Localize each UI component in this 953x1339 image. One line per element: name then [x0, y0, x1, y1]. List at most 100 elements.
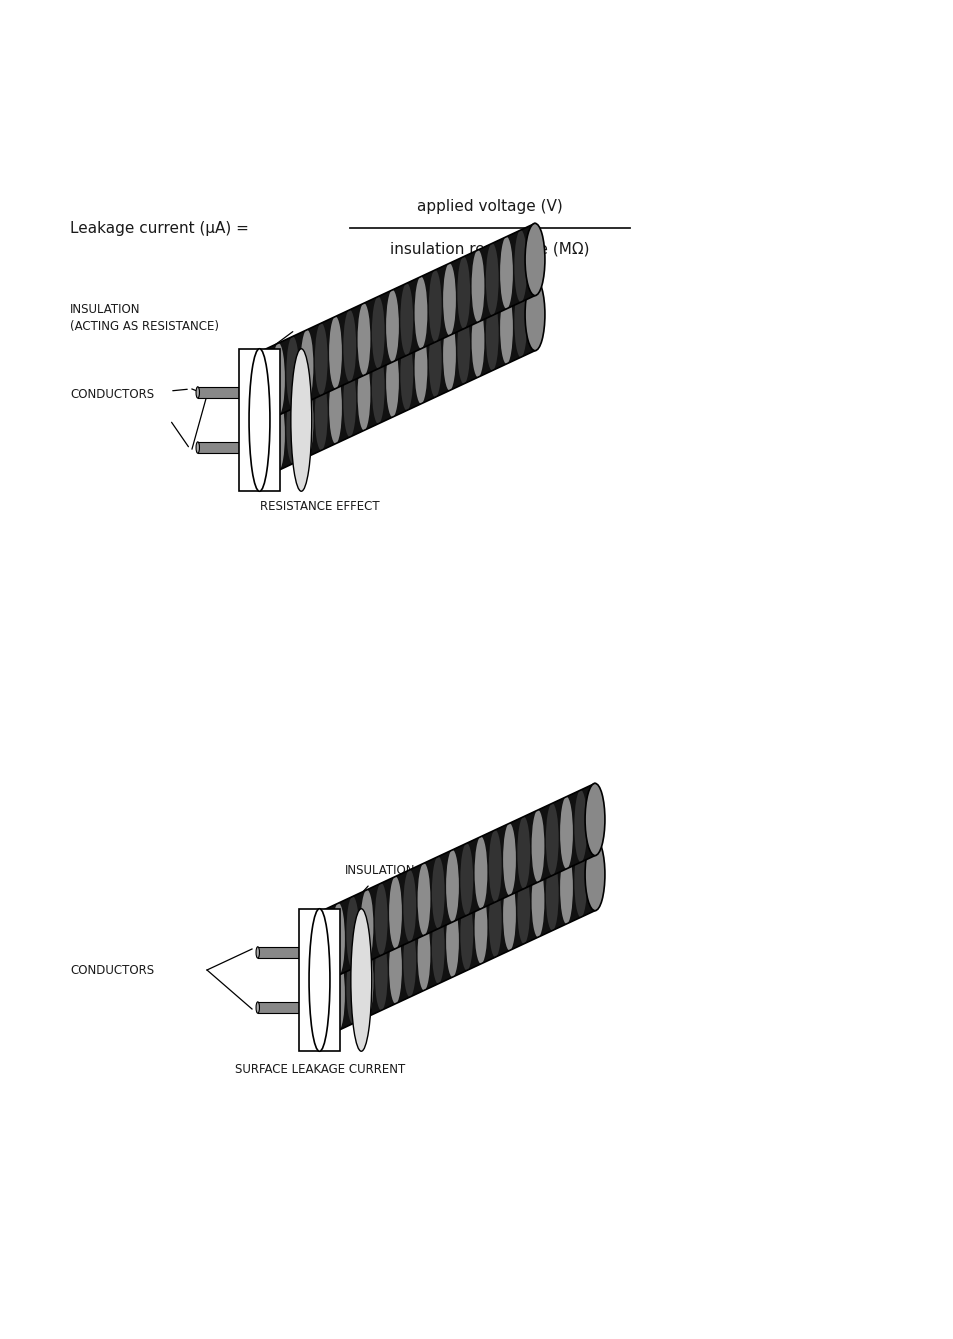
Ellipse shape	[272, 398, 285, 470]
Ellipse shape	[286, 336, 299, 408]
Ellipse shape	[471, 305, 484, 378]
Ellipse shape	[386, 345, 398, 418]
Ellipse shape	[442, 319, 456, 391]
Ellipse shape	[432, 912, 444, 984]
Ellipse shape	[375, 884, 387, 955]
Polygon shape	[310, 838, 595, 1043]
Polygon shape	[257, 1002, 310, 1014]
Polygon shape	[250, 279, 535, 483]
Ellipse shape	[303, 916, 316, 988]
Ellipse shape	[351, 909, 372, 1051]
Ellipse shape	[460, 898, 473, 971]
Ellipse shape	[403, 925, 416, 998]
Ellipse shape	[300, 329, 314, 402]
Ellipse shape	[195, 442, 199, 453]
Polygon shape	[197, 442, 250, 453]
Ellipse shape	[545, 803, 558, 876]
Ellipse shape	[456, 312, 470, 384]
Ellipse shape	[460, 844, 473, 916]
Polygon shape	[238, 348, 280, 491]
Ellipse shape	[474, 837, 487, 909]
Ellipse shape	[272, 343, 285, 415]
Polygon shape	[197, 387, 250, 398]
Ellipse shape	[588, 838, 600, 911]
Ellipse shape	[488, 885, 501, 957]
Ellipse shape	[257, 404, 271, 477]
Ellipse shape	[584, 838, 604, 911]
Text: INSULATION: INSULATION	[345, 864, 416, 877]
Ellipse shape	[306, 940, 314, 965]
Ellipse shape	[357, 359, 370, 430]
Ellipse shape	[584, 783, 604, 856]
Ellipse shape	[360, 945, 373, 1018]
Ellipse shape	[309, 909, 330, 1051]
Ellipse shape	[249, 348, 270, 491]
Ellipse shape	[360, 889, 373, 961]
Ellipse shape	[429, 325, 441, 398]
Polygon shape	[250, 224, 535, 428]
Ellipse shape	[574, 790, 586, 862]
Ellipse shape	[502, 823, 516, 896]
Ellipse shape	[400, 284, 413, 355]
Ellipse shape	[456, 257, 470, 329]
Ellipse shape	[415, 277, 427, 348]
Polygon shape	[257, 947, 310, 959]
Ellipse shape	[317, 965, 331, 1036]
Ellipse shape	[514, 285, 527, 358]
Text: RESISTANCE EFFECT: RESISTANCE EFFECT	[260, 499, 379, 513]
Ellipse shape	[417, 919, 430, 991]
Ellipse shape	[514, 230, 527, 303]
Ellipse shape	[517, 817, 530, 889]
Ellipse shape	[243, 356, 256, 428]
Ellipse shape	[485, 299, 498, 371]
Ellipse shape	[389, 877, 401, 948]
Ellipse shape	[329, 316, 341, 388]
Ellipse shape	[306, 995, 314, 1020]
Ellipse shape	[502, 878, 516, 951]
Ellipse shape	[488, 830, 501, 902]
Ellipse shape	[531, 865, 544, 937]
Ellipse shape	[240, 411, 259, 483]
Ellipse shape	[246, 380, 253, 406]
Text: INSULATION
(ACTING AS RESISTANCE): INSULATION (ACTING AS RESISTANCE)	[70, 303, 219, 333]
Ellipse shape	[417, 864, 430, 936]
Ellipse shape	[317, 909, 331, 981]
Ellipse shape	[332, 902, 345, 975]
Ellipse shape	[372, 296, 384, 368]
Polygon shape	[310, 783, 595, 988]
Ellipse shape	[357, 303, 370, 375]
Ellipse shape	[545, 858, 558, 931]
Ellipse shape	[588, 783, 600, 856]
Ellipse shape	[300, 384, 314, 457]
Ellipse shape	[246, 435, 253, 461]
Ellipse shape	[499, 237, 513, 309]
Ellipse shape	[343, 309, 355, 382]
Text: CONDUCTORS: CONDUCTORS	[70, 388, 154, 402]
Ellipse shape	[346, 952, 358, 1024]
Polygon shape	[298, 909, 340, 1051]
Ellipse shape	[240, 356, 259, 428]
Ellipse shape	[559, 797, 573, 869]
Ellipse shape	[524, 224, 544, 296]
Ellipse shape	[314, 323, 327, 395]
Ellipse shape	[332, 959, 345, 1030]
Text: insulation resistance (MΩ): insulation resistance (MΩ)	[390, 242, 589, 257]
Ellipse shape	[446, 905, 458, 977]
Ellipse shape	[474, 892, 487, 964]
Ellipse shape	[375, 939, 387, 1011]
Text: applied voltage (V): applied voltage (V)	[416, 200, 562, 214]
Text: CONDUCTORS: CONDUCTORS	[70, 964, 154, 976]
Ellipse shape	[429, 270, 441, 341]
Ellipse shape	[329, 371, 341, 443]
Ellipse shape	[346, 896, 358, 968]
Ellipse shape	[386, 289, 398, 362]
Ellipse shape	[432, 857, 444, 929]
Ellipse shape	[442, 264, 456, 336]
Ellipse shape	[499, 292, 513, 364]
Ellipse shape	[528, 279, 541, 351]
Ellipse shape	[574, 845, 586, 917]
Ellipse shape	[286, 391, 299, 463]
Ellipse shape	[255, 1002, 259, 1014]
Ellipse shape	[471, 250, 484, 323]
Ellipse shape	[195, 387, 199, 398]
